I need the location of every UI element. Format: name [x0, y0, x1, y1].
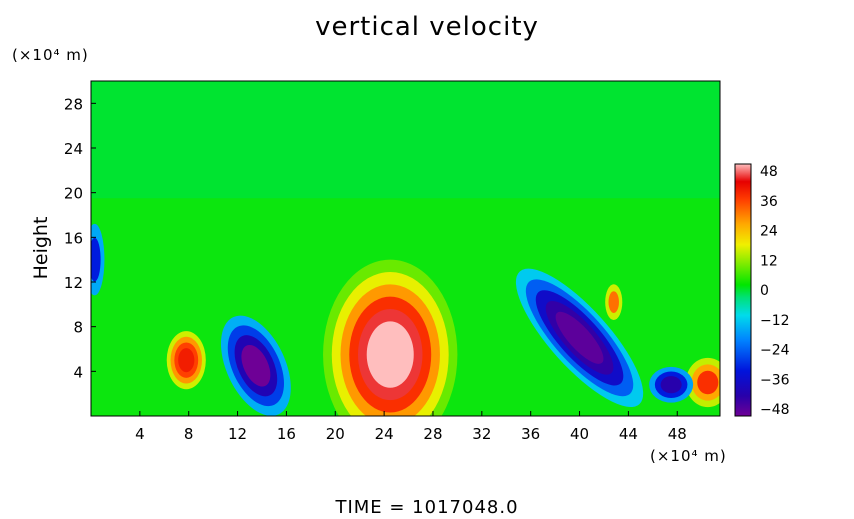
- downdraft-right-band: [515, 268, 644, 408]
- x-tick-label: 20: [326, 425, 345, 443]
- downdraft-right-low: [649, 366, 694, 403]
- colorbar-gradient: [734, 163, 752, 417]
- updraft-core: [323, 259, 458, 416]
- colorbar-tick-label: 24: [760, 224, 778, 240]
- colorbar-tick-label: −24: [760, 343, 790, 359]
- x-tick-label: 48: [668, 425, 687, 443]
- colorbar-tick-label: −48: [760, 402, 790, 418]
- y-tick-label: 20: [64, 185, 83, 203]
- y-tick-label: 28: [64, 95, 83, 113]
- x-tick-label: 28: [423, 425, 442, 443]
- colorbar-tick-label: 48: [760, 164, 778, 180]
- chart-title: vertical velocity: [315, 12, 539, 42]
- x-tick-label: 4: [135, 425, 145, 443]
- downdraft-edge: [91, 223, 105, 296]
- velocity-field: [91, 81, 720, 416]
- x-tick-label: 40: [570, 425, 589, 443]
- updraft-small-2: [605, 284, 623, 320]
- colorbar-tick-label: 36: [760, 194, 778, 210]
- updraft-small: [166, 331, 206, 390]
- y-tick-label: 12: [64, 274, 83, 292]
- x-axis: 4 8 12 16 20 24 28 32 36 40 44 48: [135, 411, 687, 443]
- x-tick-label: 44: [619, 425, 638, 443]
- colorbar-tick-label: −12: [760, 313, 790, 329]
- time-footer: TIME = 1017048.0: [335, 497, 519, 518]
- x-tick-label: 12: [228, 425, 247, 443]
- x-tick-label: 8: [184, 425, 194, 443]
- x-tick-label: 32: [472, 425, 491, 443]
- y-tick-label: 16: [64, 229, 83, 247]
- y-tick-label: 8: [73, 319, 83, 337]
- updraft-right-edge: [685, 357, 720, 408]
- colorbar-tick-label: −36: [760, 372, 790, 388]
- y-axis: 4 8 12 16 20 24 28: [64, 95, 96, 381]
- x-tick-label: 24: [375, 425, 394, 443]
- colorbar-tick-label: 0: [760, 283, 769, 299]
- plot-frame: [90, 80, 721, 417]
- y-unit-label: (×10⁴ m): [12, 46, 89, 64]
- colorbar-tick-label: 12: [760, 253, 778, 269]
- x-unit-label: (×10⁴ m): [650, 447, 727, 465]
- y-tick-label: 4: [73, 363, 83, 381]
- downdraft-left: [220, 315, 291, 416]
- colorbar: 48 36 24 12 0 −12 −24 −36 −48: [734, 163, 790, 418]
- x-tick-label: 36: [521, 425, 540, 443]
- x-tick-label: 16: [277, 425, 296, 443]
- y-tick-label: 24: [64, 140, 83, 158]
